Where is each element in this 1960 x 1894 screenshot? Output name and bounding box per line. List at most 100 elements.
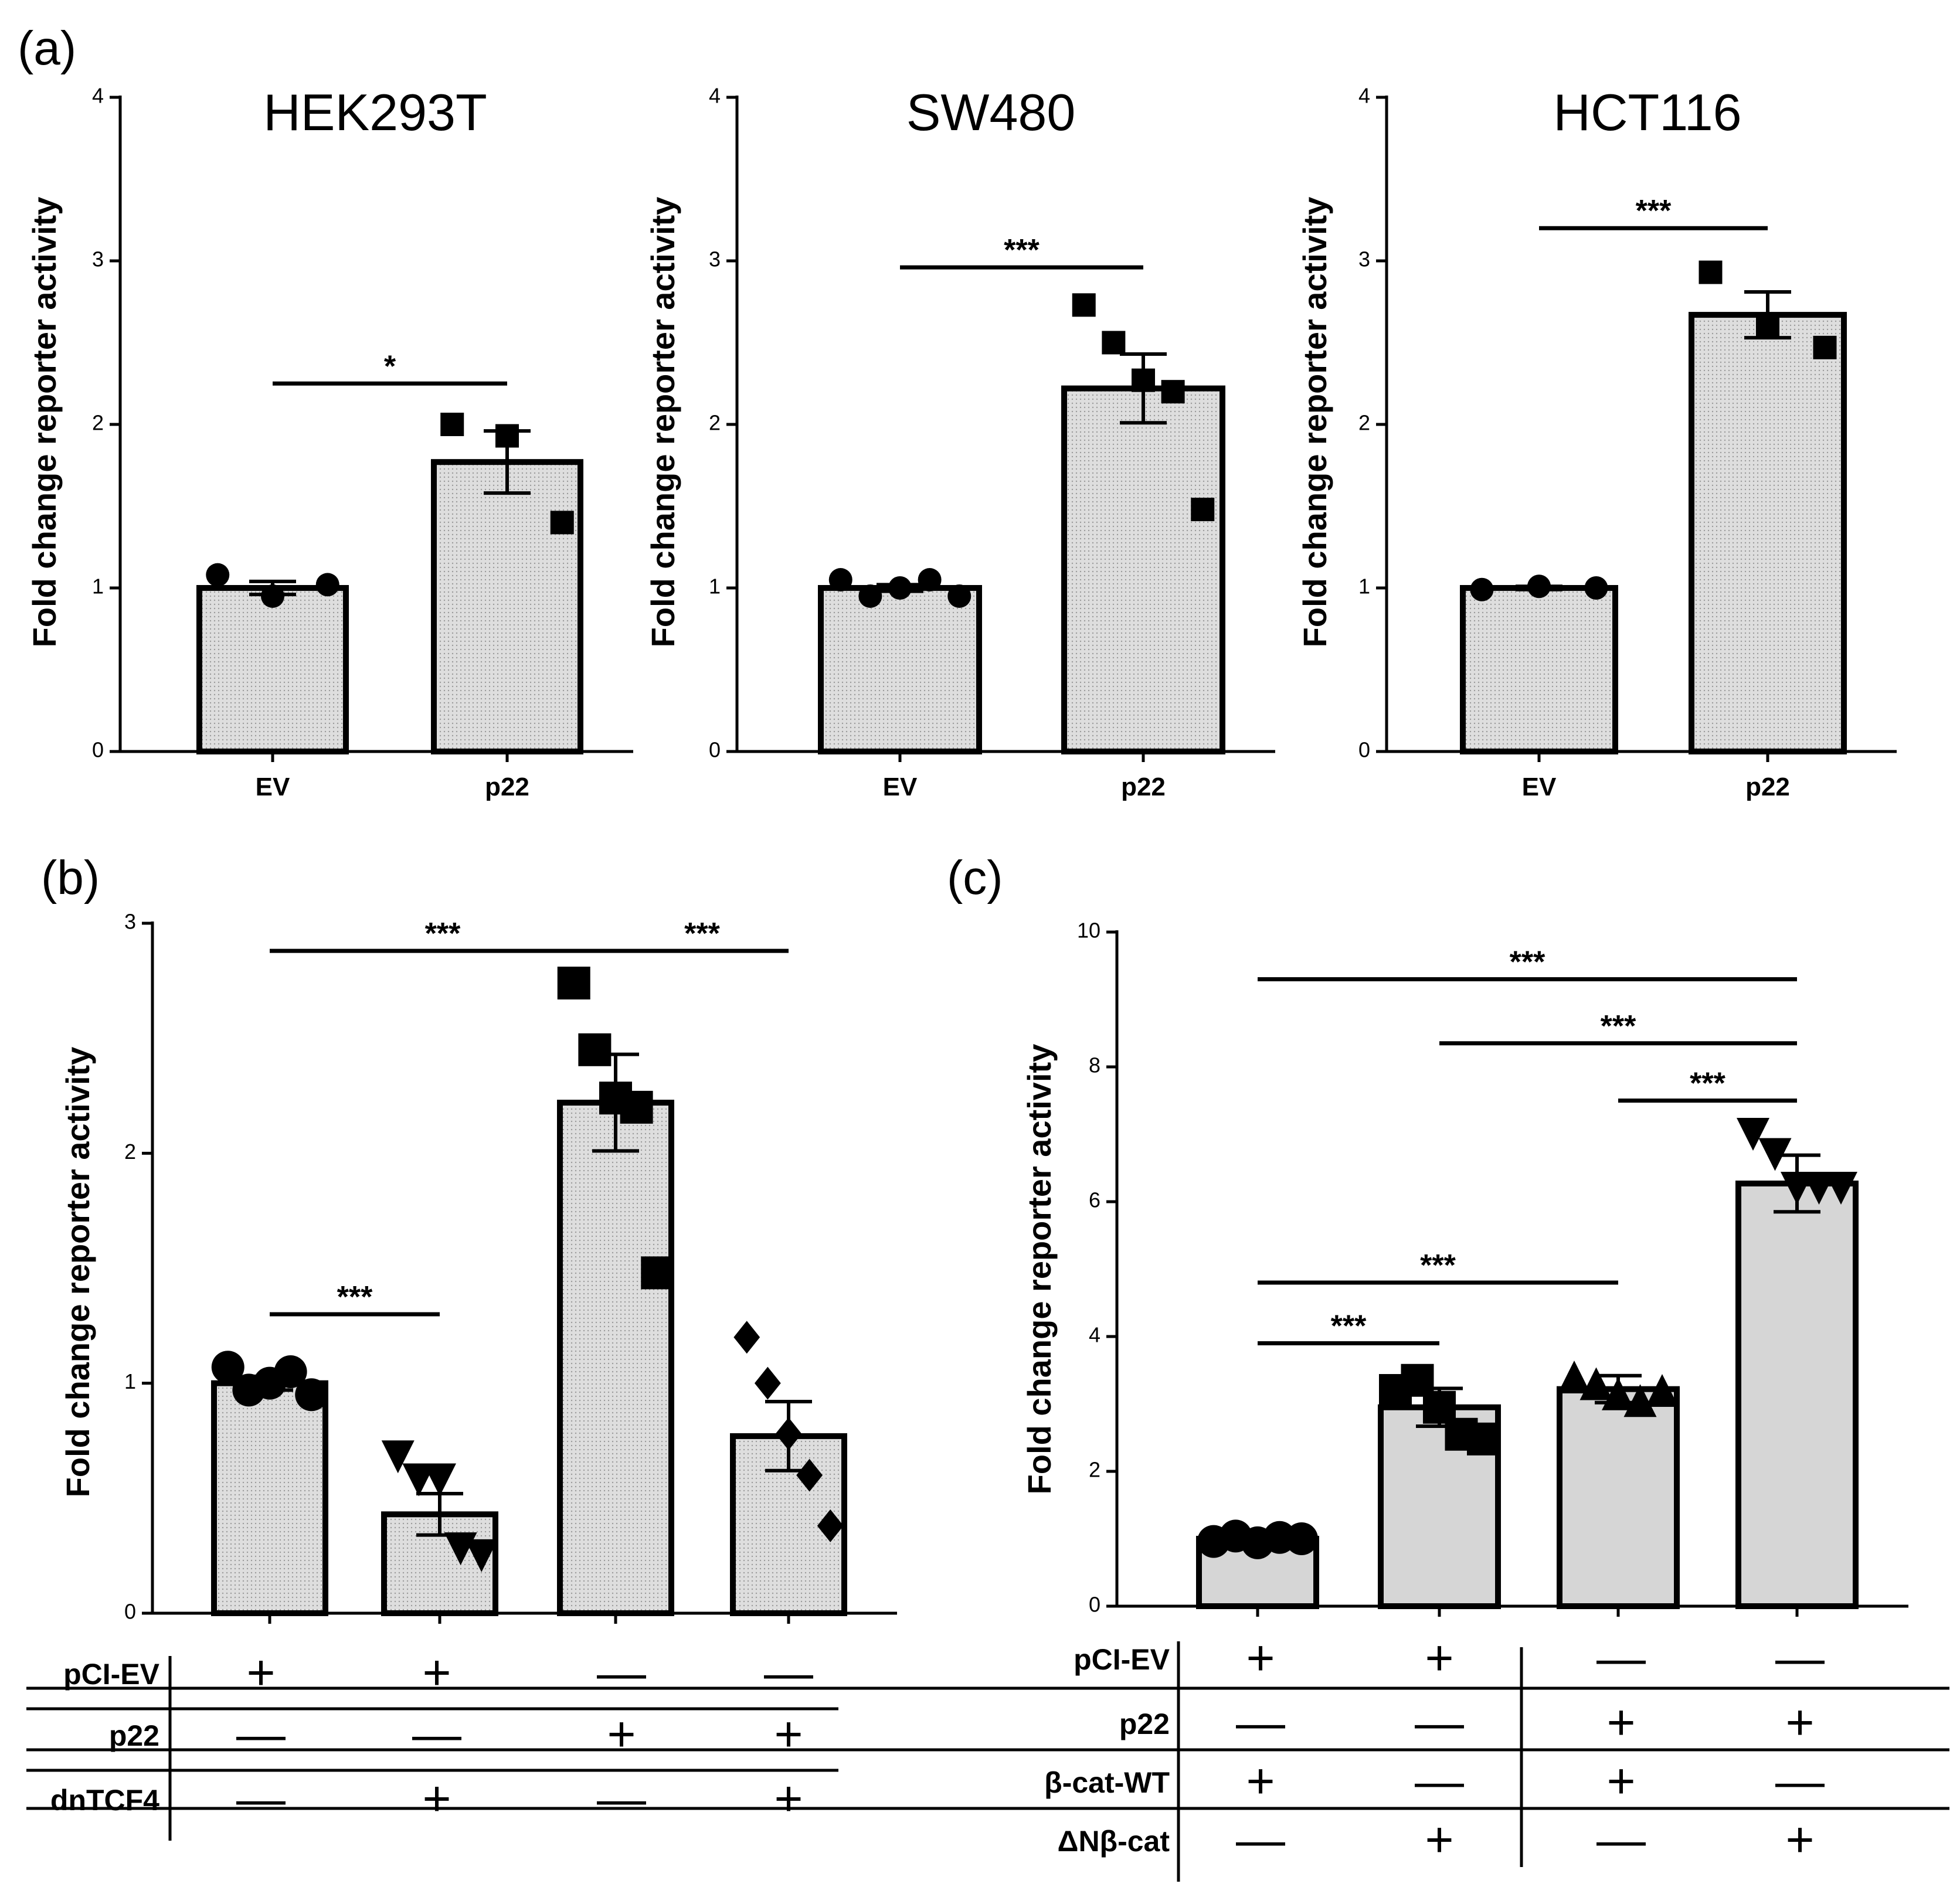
y-tick-label: 1 (92, 574, 104, 599)
bar (1557, 1386, 1680, 1609)
table-cell: — (236, 1771, 286, 1826)
data-point (1558, 1361, 1591, 1393)
data-point (1579, 1367, 1613, 1400)
significance-label: *** (684, 917, 720, 951)
table-cell: — (1415, 1695, 1464, 1750)
x-tick-label: p22 (1121, 773, 1166, 801)
data-point (858, 584, 882, 608)
table-cell: — (1596, 1630, 1646, 1685)
y-tick-label: 4 (1089, 1323, 1100, 1347)
table-cell: + (607, 1706, 636, 1762)
data-point (888, 576, 912, 600)
data-point (1285, 1522, 1318, 1555)
data-point (1191, 498, 1215, 522)
data-point (828, 568, 852, 592)
data-point (1756, 314, 1779, 338)
y-tick-label: 0 (1089, 1593, 1100, 1617)
data-point (274, 1355, 307, 1389)
y-tick-label: 1 (709, 574, 721, 599)
bar (196, 585, 349, 754)
table-cell: — (597, 1771, 646, 1826)
chart-a3: 0 1 2 3 4 EV p22 HCT116 Fold change reporter act… (1296, 83, 1897, 801)
x-tick-label: EV (883, 773, 918, 801)
data-point (1161, 380, 1185, 404)
table-cell: + (1246, 1753, 1275, 1808)
data-point (1072, 293, 1096, 317)
bar (1735, 1180, 1859, 1609)
chart-c: 0 2 4 6 8 10 Fold change reporter activity *** *… (1021, 919, 1908, 1617)
chart-b: 0 1 2 3 Fold change reporter activity *** *** *… (59, 910, 897, 1624)
table-row-label: pCI-EV (63, 1658, 160, 1691)
data-point (817, 1509, 844, 1542)
table-row-label: p22 (1119, 1708, 1170, 1740)
y-tick-label: 3 (124, 910, 136, 934)
data-point (1646, 1374, 1679, 1407)
chart-a2: 0 1 2 3 4 EV p22 SW480 Fold change reporter acti… (644, 83, 1275, 801)
data-point (1758, 1138, 1792, 1171)
charts-layer: 0 1 2 3 4 EV p22 HEK293T Fold change reporter ac… (26, 83, 1908, 1624)
data-point (947, 584, 971, 608)
table-cell: + (1606, 1695, 1635, 1750)
table-cell: — (597, 1645, 646, 1700)
significance-label: *** (1510, 946, 1545, 980)
x-tick-label: p22 (485, 773, 529, 801)
y-tick-label: 3 (92, 247, 104, 271)
significance-label: *** (425, 917, 461, 951)
data-point (402, 1463, 436, 1497)
y-axis-label: Fold change reporter activity (1021, 1044, 1058, 1495)
data-point (578, 1033, 612, 1066)
significance-label: *** (1331, 1310, 1367, 1344)
data-point (211, 1351, 244, 1384)
table-row-label: β-cat-WT (1044, 1766, 1170, 1799)
data-point (1602, 1377, 1635, 1410)
data-point (754, 1366, 781, 1400)
data-point (557, 967, 590, 1000)
y-tick-label: 2 (124, 1140, 136, 1164)
table-cell: — (1236, 1812, 1285, 1867)
data-point (1813, 335, 1837, 359)
significance-label: *** (1004, 233, 1040, 267)
table-cell: + (1785, 1812, 1814, 1867)
significance-label: *** (1636, 194, 1672, 228)
y-axis-label: Fold change reporter activity (644, 197, 681, 648)
panel-label-a: (a) (18, 22, 76, 75)
y-tick-label: 3 (709, 247, 721, 271)
data-point (1802, 1172, 1836, 1205)
table-cell: + (1246, 1630, 1275, 1685)
significance-label: *** (1690, 1067, 1725, 1101)
table-cell: + (774, 1771, 803, 1826)
data-point (440, 413, 464, 436)
y-axis-label: Fold change reporter activity (59, 1047, 96, 1498)
table-cell: — (236, 1706, 286, 1762)
data-point (1132, 368, 1155, 392)
bar (1061, 385, 1225, 754)
table-cell: + (422, 1645, 451, 1700)
y-tick-label: 6 (1089, 1188, 1100, 1212)
data-point (1623, 1384, 1657, 1417)
data-point (261, 584, 284, 608)
data-point (381, 1440, 415, 1474)
data-point (1527, 574, 1551, 599)
chart-title: HEK293T (263, 83, 487, 141)
y-tick-label: 0 (124, 1600, 136, 1624)
data-point (1102, 331, 1126, 355)
significance-label: *** (1601, 1009, 1636, 1043)
chart-title: HCT116 (1553, 83, 1741, 141)
y-tick-label: 10 (1077, 919, 1100, 943)
y-tick-label: 0 (92, 738, 104, 762)
y-tick-label: 3 (1358, 247, 1370, 271)
table-cell: — (412, 1706, 461, 1762)
panel-label-c: (c) (947, 851, 1003, 905)
data-point (641, 1256, 674, 1290)
x-tick-label: EV (1522, 773, 1557, 801)
table-row-label: ΔNβ-cat (1058, 1825, 1170, 1858)
y-tick-label: 4 (709, 84, 721, 108)
data-point (1467, 1422, 1500, 1456)
data-point (1781, 1172, 1813, 1205)
panel-label-b: (b) (41, 851, 100, 905)
y-tick-label: 2 (92, 411, 104, 435)
significance-label: * (384, 349, 396, 383)
table-cell: + (1606, 1753, 1635, 1808)
y-axis-label: Fold change reporter activity (1296, 197, 1333, 648)
